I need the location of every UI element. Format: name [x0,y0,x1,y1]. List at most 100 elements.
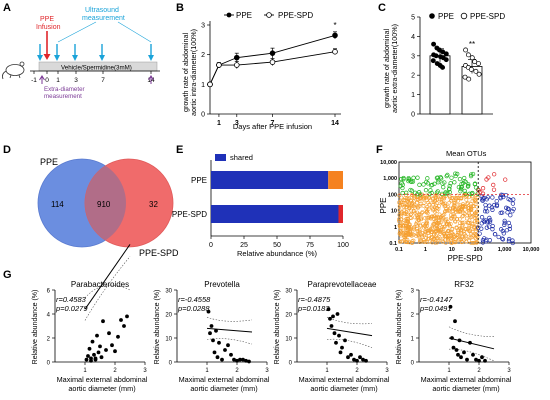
f-point-ppe-high [469,191,474,196]
f-point-spd-high [479,194,484,199]
venn-count-ppe-spd-only: 32 [149,200,158,209]
c-data-point [440,64,446,70]
f-point-spd-high [510,240,515,246]
venn-overlap [85,159,126,247]
f-point-shared [426,228,431,233]
g-data-point [457,338,462,343]
panel-f-letter: F [376,144,383,156]
f-point-ppe-high [453,173,458,179]
f-point-ppe-high [470,190,475,196]
b-y-tick-label: 0 [201,112,205,119]
f-y-tick-label: 0.1 [389,241,397,247]
f-point-shared [417,197,422,201]
mean-otus-scatter: Mean OTUs 0.1 1 10 100 1,000 10,000 0.1 1 10 100 1,… [379,149,539,263]
g-y-tick-label: 0 [289,361,293,367]
g-y-axis-label-line1: Relative abundance (%) [396,290,403,365]
f-point-shared [472,198,477,203]
e-x-tick-label: 75 [306,242,314,249]
panel-f: F Mean OTUs 0.1 1 10 100 1,000 10,000 0.1 1 10 100… [376,144,539,263]
b-x-axis-label: Days after PPE infusion [233,122,312,131]
f-point-shared [430,235,434,239]
g-data-point [332,331,337,336]
f-point-shared [475,209,479,214]
g-data-point [125,314,129,319]
f-point-shared [475,240,480,245]
g-data-point [462,350,466,355]
g-data-point [211,338,215,343]
f-point-shared [421,203,426,208]
f-point-ppe-high [399,176,404,182]
f-point-shared [473,199,478,204]
f-point-shared [409,208,414,213]
g-subplot-title: Paraprevotellaceae [308,280,377,289]
f-point-shared [404,210,408,215]
f-x-tick-label: 1,000 [498,247,512,253]
f-point-shared [417,240,422,244]
f-point-shared [404,203,409,208]
f-point-ppe-high [434,175,440,181]
g-data-point [86,354,90,358]
f-point-shared [430,225,435,230]
g-data-point [328,316,332,321]
c-data-point [430,58,436,64]
f-point-shared [430,224,435,229]
f-point-shared [453,208,458,213]
mouse-icon [2,61,25,80]
b-data-point [207,81,213,88]
f-point-shared [452,240,457,244]
f-point-shared [434,223,439,228]
f-point-spd-high [489,205,495,210]
g-data-point [247,359,251,364]
g-data-point [95,333,99,338]
e-x-axis-label: Relative abundance (%) [237,249,318,258]
f-y-axis-label-line1: PPE [379,197,388,213]
g-data-point [477,358,481,363]
ppe-infusion-marker: PPE Infusion [36,16,61,60]
f-point-spd-high [507,223,512,229]
g-data-point [483,358,487,363]
f-point-spd-high [502,222,507,227]
f-point-shared [424,221,429,226]
f-point-ppe-high [447,183,452,189]
f-point-ppe-high [462,179,467,184]
f-point-shared [399,195,404,200]
f-point-shared [465,220,470,225]
g-r-value: r=-0.4558 [178,295,211,304]
f-point-spd-high [487,238,492,243]
g-data-point [113,349,117,354]
ultrasound-arrowhead [54,55,60,61]
f-point-spd-high [511,197,516,202]
g-confidence-upper [448,326,495,338]
e-category-label: PPE-SPD [172,210,207,219]
g-data-point [101,319,105,324]
f-point-ppe-high [444,173,449,179]
g-data-point [208,331,212,336]
g-data-point [209,324,214,328]
f-point-spd-high [498,210,503,216]
g-data-point [217,340,221,345]
c-data-point [476,61,481,67]
relative-abundance-bar-chart: 0 25 50 75 100 Relative abundance (%) PPE PPE-S… [172,153,349,258]
f-point-shared [415,220,419,225]
c-y-tick-label: 0 [411,112,415,119]
extra-label-line1: Extra-diameter [44,86,85,93]
f-y-tick-label: 100 [388,192,397,198]
f-point-shared [433,210,438,214]
g-data-point [104,348,108,352]
f-point-shared [426,207,431,212]
f-point-ppe-high [466,182,471,187]
f-point-spd-high [508,213,513,218]
g-data-point [480,355,484,360]
g-y-tick-label: 3 [411,289,415,295]
f-point-shared [397,193,402,198]
f-point-ppe-high [459,181,464,187]
f-point-shared [460,205,464,210]
f-point-shared [436,238,441,243]
f-point-spd-high [484,225,489,230]
g-data-point [212,350,217,355]
g-data-point [235,358,239,363]
f-point-shared [408,198,413,203]
e-legend-label: shared [230,153,253,162]
f-point-shared [418,217,423,222]
treatment-bar-label: Vehicle/Spermidine(3mM) [61,65,132,72]
